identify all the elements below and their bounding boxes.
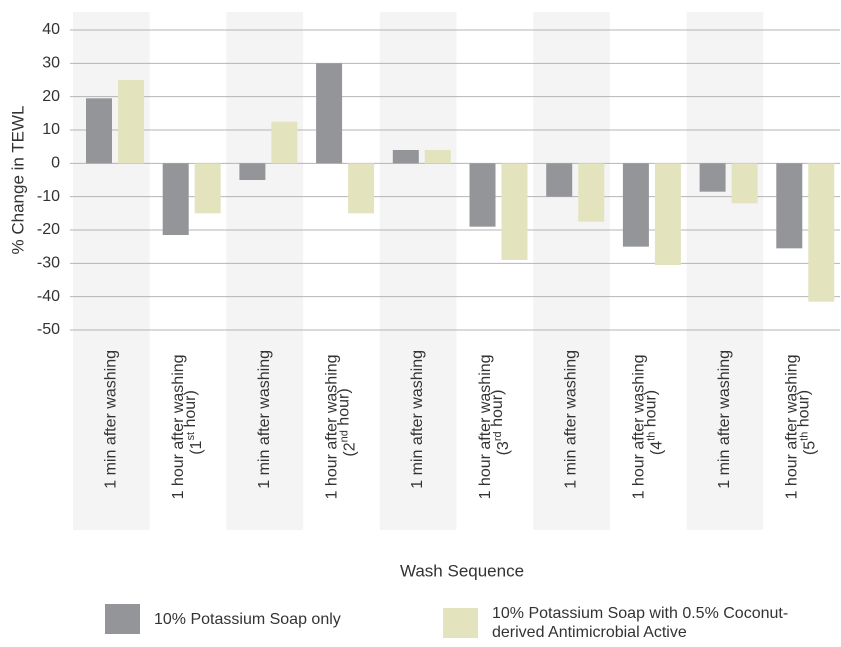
band bbox=[379, 12, 457, 530]
y-tick-label: 0 bbox=[51, 155, 60, 172]
label-line: 1 min after washing bbox=[409, 350, 426, 489]
y-tick-label: -20 bbox=[37, 221, 60, 238]
x-tick-label: 1 hour after washing (2nd hour) bbox=[324, 350, 359, 499]
legend-label: 10% Potassium Soap with 0.5% Coconut-der… bbox=[492, 605, 789, 641]
x-tick-label: 1 hour after washing (4th hour) bbox=[630, 350, 665, 499]
label-line: (4th hour) bbox=[642, 390, 665, 455]
bar bbox=[86, 98, 112, 164]
bar bbox=[731, 163, 758, 204]
bar bbox=[578, 163, 605, 222]
label-line: 1 min after washing bbox=[563, 350, 580, 489]
bar bbox=[194, 163, 221, 214]
y-tick-label: -50 bbox=[37, 321, 60, 338]
label-line: 1 min after washing bbox=[716, 350, 733, 489]
label-line: (3rd hour) bbox=[489, 390, 512, 456]
y-tick-label: -10 bbox=[37, 188, 60, 205]
label-line: 1 min after washing bbox=[103, 350, 120, 489]
x-tick-label: 1 hour after washing (3rd hour) bbox=[477, 350, 512, 499]
bar bbox=[239, 163, 266, 180]
x-tick-label: 1 min after washing bbox=[103, 350, 120, 489]
bar bbox=[622, 163, 649, 247]
x-tick-label: 1 min after washing bbox=[256, 350, 273, 489]
bar bbox=[501, 163, 528, 260]
legend-item: 10% Potassium Soap only bbox=[105, 604, 341, 634]
chart: Wash Sequence % Change in TEWL -50 -40 -30… bbox=[8, 12, 840, 580]
y-tick-label: 40 bbox=[42, 21, 60, 38]
x-tick-label: 1 hour after washing (5th hour) bbox=[784, 350, 819, 499]
bar bbox=[654, 163, 681, 265]
label-line: 1 hour after washing bbox=[324, 350, 341, 499]
bar bbox=[316, 63, 343, 164]
band bbox=[686, 12, 764, 530]
label-line: 1 min after washing bbox=[256, 350, 273, 489]
bar bbox=[776, 163, 803, 249]
label-line: 1 hour after washing bbox=[784, 350, 801, 499]
legend-swatch bbox=[105, 604, 140, 634]
legend-label: 10% Potassium Soap only bbox=[154, 610, 341, 628]
bar bbox=[118, 80, 144, 164]
y-tick-label: -40 bbox=[37, 288, 60, 305]
bar bbox=[808, 163, 835, 302]
bar bbox=[392, 150, 419, 164]
bar bbox=[162, 163, 189, 235]
label-line: 1 hour after washing bbox=[630, 350, 647, 499]
x-axis-label: Wash Sequence bbox=[400, 561, 524, 580]
bar bbox=[424, 150, 451, 164]
legend-swatch bbox=[443, 608, 478, 638]
label-line: 1 hour after washing bbox=[170, 350, 187, 499]
y-tick-label: 20 bbox=[42, 88, 60, 105]
legend-item: 10% Potassium Soap with 0.5% Coconut-der… bbox=[443, 604, 823, 642]
bar bbox=[546, 163, 573, 197]
label-line: (1st hour) bbox=[182, 390, 205, 455]
label-line: (5th hour) bbox=[796, 390, 819, 455]
band bbox=[226, 12, 304, 530]
y-tick-label: -30 bbox=[37, 255, 60, 272]
bar bbox=[348, 163, 375, 214]
y-tick-label: 30 bbox=[42, 55, 60, 72]
x-tick-label: 1 hour after washing (1st hour) bbox=[170, 350, 205, 499]
x-tick-label: 1 min after washing bbox=[409, 350, 426, 489]
x-tick-label: 1 min after washing bbox=[716, 350, 733, 489]
x-tick-label: 1 min after washing bbox=[563, 350, 580, 489]
band bbox=[533, 12, 610, 530]
y-tick-label: 10 bbox=[42, 121, 60, 138]
label-line: (2nd hour) bbox=[336, 388, 359, 456]
bar bbox=[469, 163, 496, 227]
bar bbox=[271, 121, 298, 164]
label-line: 1 hour after washing bbox=[477, 350, 494, 499]
bar bbox=[699, 163, 726, 192]
y-axis-label: % Change in TEWL bbox=[8, 106, 27, 255]
